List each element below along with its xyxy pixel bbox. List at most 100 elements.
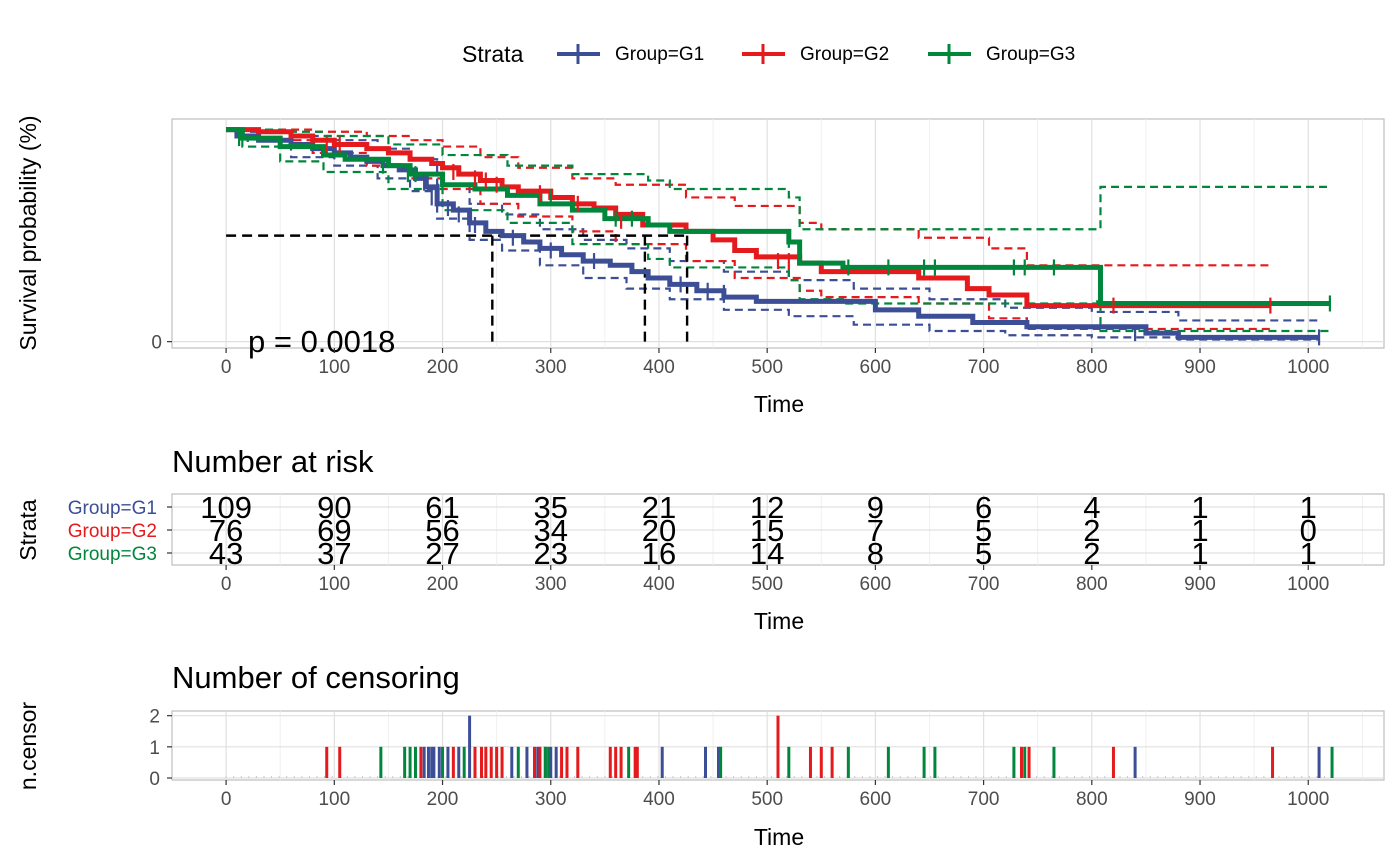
risk-value: 1 (1191, 536, 1208, 571)
y-tick-label: 1 (149, 738, 160, 759)
ci-lower-g3 (226, 128, 1330, 333)
risk-value: 8 (867, 536, 884, 571)
censoring-panel: Number of censoring 0 1 2 0 100 200 300 400 500… (15, 660, 1385, 850)
x-tick-label: 0 (221, 357, 232, 378)
survival-x-ticks: 0 100 200 300 400 500 600 700 800 900 1000 (221, 348, 1329, 378)
strata-label-g3: Group=G3 (68, 544, 157, 565)
x-tick-label: 300 (535, 357, 567, 378)
x-tick-label: 900 (1184, 789, 1216, 810)
risk-value: 12 (750, 490, 784, 525)
x-tick-label: 500 (751, 357, 783, 378)
risk-value: 2 (1083, 513, 1100, 548)
risk-table-y-axis-title: Strata (15, 499, 41, 561)
x-tick-label: 100 (318, 357, 350, 378)
x-tick-label: 600 (860, 789, 892, 810)
x-tick-label: 600 (860, 574, 892, 595)
x-tick-label: 200 (427, 789, 459, 810)
x-tick-label: 800 (1076, 574, 1108, 595)
legend-item-g3: Group=G3 (928, 44, 1075, 65)
x-tick-label: 500 (751, 789, 783, 810)
risk-value: 61 (425, 490, 459, 525)
x-tick-label: 700 (968, 789, 1000, 810)
risk-value: 56 (425, 513, 459, 548)
x-tick-label: 200 (427, 574, 459, 595)
legend-item-g1: Group=G1 (557, 44, 704, 65)
x-tick-label: 600 (860, 357, 892, 378)
risk-value: 20 (642, 513, 676, 548)
y-tick-label: 0 (151, 333, 162, 354)
survival-panel: p = 0.0018 0 0 100 200 300 400 500 600 700 800 90… (15, 115, 1385, 417)
median-survival-lines (226, 234, 689, 342)
legend-item-g2: Group=G2 (742, 44, 889, 65)
x-tick-label: 500 (751, 574, 783, 595)
censoring-x-axis-title: Time (754, 824, 804, 850)
x-tick-label: 1000 (1287, 789, 1329, 810)
x-tick-label: 900 (1184, 357, 1216, 378)
x-tick-label: 400 (643, 357, 675, 378)
x-tick-label: 1000 (1287, 574, 1329, 595)
x-tick-label: 0 (221, 789, 232, 810)
censoring-y-axis-title: n.censor (15, 702, 41, 791)
risk-value: 6 (975, 490, 992, 525)
x-tick-label: 100 (318, 574, 350, 595)
censoring-y-ticks: 0 1 2 (149, 707, 172, 790)
risk-value: 1 (1300, 490, 1317, 525)
x-tick-label: 1000 (1287, 357, 1329, 378)
strata-label-g1: Group=G1 (68, 498, 157, 519)
survival-y-axis-title: Survival probability (%) (15, 115, 41, 350)
legend-label-g2: Group=G2 (800, 44, 889, 65)
risk-value: 34 (534, 513, 568, 548)
survival-censor-marks (237, 130, 1331, 346)
x-tick-label: 800 (1076, 357, 1108, 378)
risk-table-x-axis-title: Time (754, 608, 804, 634)
x-tick-label: 800 (1076, 789, 1108, 810)
x-tick-label: 100 (318, 789, 350, 810)
censoring-title: Number of censoring (172, 660, 460, 695)
risk-value: 1 (1300, 536, 1317, 571)
risk-table-grid (172, 494, 1384, 565)
x-tick-label: 200 (427, 357, 459, 378)
p-value-annotation: p = 0.0018 (248, 324, 395, 359)
x-tick-label: 700 (968, 574, 1000, 595)
risk-value: 5 (975, 536, 992, 571)
risk-value: 109 (200, 490, 252, 525)
risk-value: 90 (317, 490, 351, 525)
risk-value: 5 (975, 513, 992, 548)
legend: Strata Group=G1 Group=G2 Group=G3 (462, 41, 1075, 67)
risk-value: 7 (867, 513, 884, 548)
survival-curve-g2 (226, 127, 1271, 309)
risk-value: 15 (750, 513, 784, 548)
x-tick-label: 400 (643, 789, 675, 810)
survival-x-axis-title: Time (754, 391, 804, 417)
risk-value: 76 (209, 513, 243, 548)
survival-y-ticks: 0 (151, 333, 172, 354)
x-tick-label: 300 (535, 574, 567, 595)
survival-curve-g1 (226, 127, 1320, 340)
x-tick-label: 300 (535, 789, 567, 810)
x-tick-label: 700 (968, 357, 1000, 378)
risk-table-title: Number at risk (172, 444, 374, 479)
legend-title: Strata (462, 41, 524, 67)
legend-label-g1: Group=G1 (615, 44, 704, 65)
ci-lower-g1 (226, 128, 1320, 341)
strata-label-g2: Group=G2 (68, 521, 157, 542)
risk-value: 21 (642, 490, 676, 525)
risk-table-panel: Number at risk Group=G1Group=G2Group=G3 … (15, 444, 1385, 634)
risk-value: 35 (534, 490, 568, 525)
y-tick-label: 2 (149, 707, 160, 728)
risk-value: 4 (1083, 490, 1100, 525)
risk-value: 0 (1300, 513, 1317, 548)
ci-upper-g3 (226, 128, 1330, 231)
risk-value: 1 (1191, 490, 1208, 525)
risk-value: 2 (1083, 536, 1100, 571)
legend-label-g3: Group=G3 (986, 44, 1075, 65)
censoring-bars (225, 715, 1334, 778)
risk-table-values: 109 90 61 35 21 12 9 6 4 1 176 69 56 34 20 15 7 5 2 1 043 37 2… (200, 490, 1317, 571)
survival-grid (172, 119, 1384, 348)
risk-value: 1 (1191, 513, 1208, 548)
x-tick-label: 400 (643, 574, 675, 595)
censoring-x-ticks: 0 100 200 300 400 500 600 700 800 900 1000 (221, 780, 1329, 810)
x-tick-label: 900 (1184, 574, 1216, 595)
